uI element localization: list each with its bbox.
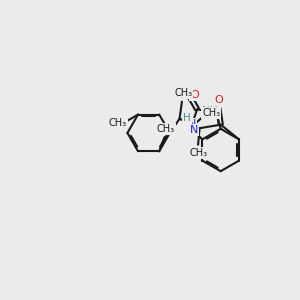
Text: CH₃: CH₃ bbox=[174, 88, 192, 98]
Text: N: N bbox=[190, 125, 199, 135]
Text: CH₃: CH₃ bbox=[189, 148, 207, 158]
Text: O: O bbox=[214, 95, 223, 105]
Text: NH: NH bbox=[202, 106, 218, 116]
Text: CH₃: CH₃ bbox=[202, 108, 220, 118]
Text: CH₃: CH₃ bbox=[157, 124, 175, 134]
Text: CH₃: CH₃ bbox=[109, 118, 127, 128]
Text: H: H bbox=[183, 113, 191, 123]
Text: O: O bbox=[190, 90, 199, 100]
Text: N: N bbox=[188, 119, 196, 129]
